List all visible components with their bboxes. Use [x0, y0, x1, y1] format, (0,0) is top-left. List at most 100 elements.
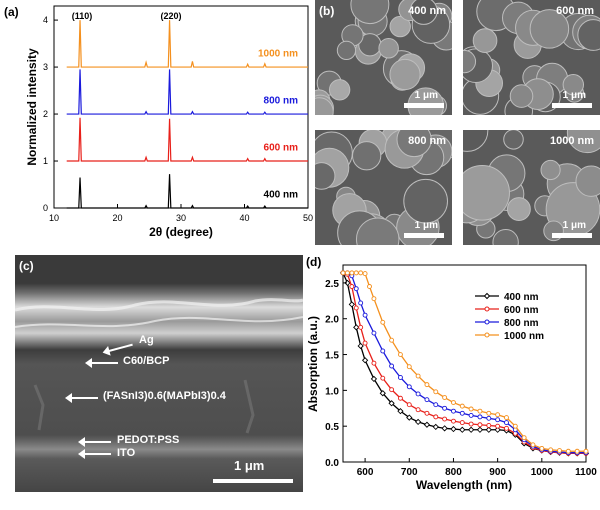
absorption-point: [477, 414, 483, 420]
absorption-point: [344, 270, 350, 276]
absorption-series-line: [343, 272, 586, 452]
panel-a-xrd: (a) 400 nm 600 nm 800 nm 1000 nm 10 20 30 40 50…: [0, 0, 315, 240]
absorption-point: [442, 405, 448, 411]
absorption-series-line: [342, 272, 586, 455]
absorption-point: [371, 296, 377, 302]
absorption-ytick-label: 1.5: [325, 351, 339, 362]
sem-grain-texture: [463, 130, 600, 245]
absorption-ytick-label: 0.5: [325, 422, 339, 433]
xrd-ytick-label: 1: [43, 156, 48, 166]
sem-grain: [389, 58, 421, 91]
absorption-point: [358, 324, 364, 330]
absorption-point: [451, 408, 456, 414]
absorption-series-line: [342, 272, 586, 455]
absorption-point: [406, 402, 412, 408]
absorption-point: [362, 271, 368, 277]
absorption-point: [521, 435, 527, 441]
cross-section-texture: [15, 298, 303, 434]
legend-label: 600 nm: [504, 305, 539, 316]
xrd-xtick-label: 10: [49, 213, 59, 223]
xrd-ticks-group: 10 20 30 40 50 0 1 2 3 4: [43, 15, 313, 223]
sem-grain: [566, 130, 600, 154]
xrd-ylabel: Normalized intensity: [25, 48, 39, 166]
ito-arrow: [78, 449, 111, 459]
sem-grain: [540, 159, 561, 181]
sem-scale-bar: [552, 233, 592, 238]
absorption-point: [357, 342, 364, 350]
xrd-series-label: 800 nm: [264, 96, 299, 107]
absorption-chart: (d) 600 700 800 900 1000 1100 0.0 0.5 1.0 1.5 2.0 2…: [306, 255, 597, 492]
absorption-point: [486, 410, 492, 416]
sem-image-600nm: 600 nm 1 μm: [463, 0, 600, 115]
absorption-series-line: [343, 272, 586, 454]
perovskite-label: (FASnI3)0.6(MAPbI3)0.4: [103, 390, 226, 402]
absorption-point: [415, 373, 421, 379]
absorption-xtick-label: 900: [489, 467, 506, 478]
absorption-point: [432, 423, 439, 431]
absorption-point: [467, 426, 475, 433]
sem-grain: [355, 217, 400, 245]
absorption-ytick-label: 0.0: [325, 458, 339, 469]
peak-110-label: (110): [72, 11, 93, 21]
legend-label: 800 nm: [504, 318, 539, 329]
sem-grain: [396, 130, 432, 158]
absorption-point: [485, 426, 492, 433]
absorption-point: [504, 415, 509, 421]
sem-scale-label: 1 μm: [414, 90, 438, 101]
sem-grain-texture: [463, 0, 600, 115]
sem-scale-bar: [552, 103, 592, 108]
absorption-xlabel: Wavelength (nm): [416, 478, 512, 492]
absorption-point: [451, 418, 456, 424]
xrd-xtick-label: 40: [239, 213, 249, 223]
absorption-point: [358, 300, 364, 306]
legend-marker: [484, 332, 490, 338]
peak-220-label: (220): [160, 11, 181, 21]
pedot-arrow: [78, 437, 111, 447]
sem-grain: [403, 178, 449, 224]
absorption-point: [486, 415, 492, 421]
absorption-point: [459, 410, 465, 416]
sem-grain: [315, 97, 334, 115]
xrd-xlabel: 2θ (degree): [149, 225, 213, 239]
cross-section-scale-bar: [213, 479, 293, 483]
sem-image-1000nm: 1000 nm 1 μm: [463, 130, 600, 245]
absorption-point: [370, 375, 378, 383]
absorption-point: [495, 412, 501, 418]
legend-marker: [484, 319, 490, 325]
absorption-point: [397, 352, 403, 357]
absorption-plot-frame: [342, 264, 587, 463]
absorption-xtick-label: 1000: [531, 467, 554, 478]
absorption-ytick-label: 2.5: [325, 279, 339, 290]
absorption-point: [353, 286, 359, 292]
absorption-series-group: [339, 269, 590, 457]
absorption-point: [441, 425, 448, 432]
sem-scale-label: 1 μm: [562, 220, 586, 231]
absorption-point: [414, 418, 422, 426]
panel-b-sem-grid: 400 nm 1 μm 600 nm 1 μm 800 nm 1 μm 1000…: [315, 0, 600, 248]
sem-scale-bar: [404, 233, 444, 238]
absorption-point: [442, 395, 448, 400]
absorption-point: [406, 384, 412, 390]
sem-grain: [562, 73, 585, 96]
sem-grain: [463, 164, 510, 221]
absorption-point: [406, 364, 412, 370]
absorption-point: [397, 375, 403, 380]
absorption-point: [477, 422, 483, 428]
absorption-point: [459, 403, 465, 409]
absorption-point: [340, 270, 346, 276]
pedot-label: PEDOT:PSS: [117, 434, 180, 446]
absorption-point: [433, 414, 439, 420]
xrd-ytick-label: 4: [43, 15, 48, 25]
absorption-point: [362, 312, 368, 318]
xrd-ytick-label: 0: [43, 203, 48, 213]
sem-grain: [336, 40, 357, 61]
absorption-ytick-label: 2.0: [325, 315, 339, 326]
sem-grain: [509, 84, 534, 108]
xrd-plot-frame: [53, 5, 309, 209]
absorption-xtick-label: 600: [357, 467, 374, 478]
panel-c-tag: (c): [19, 259, 34, 273]
absorption-point: [389, 363, 395, 369]
absorption-point: [353, 305, 359, 311]
sem-grain: [577, 19, 600, 51]
absorption-point: [477, 408, 483, 414]
